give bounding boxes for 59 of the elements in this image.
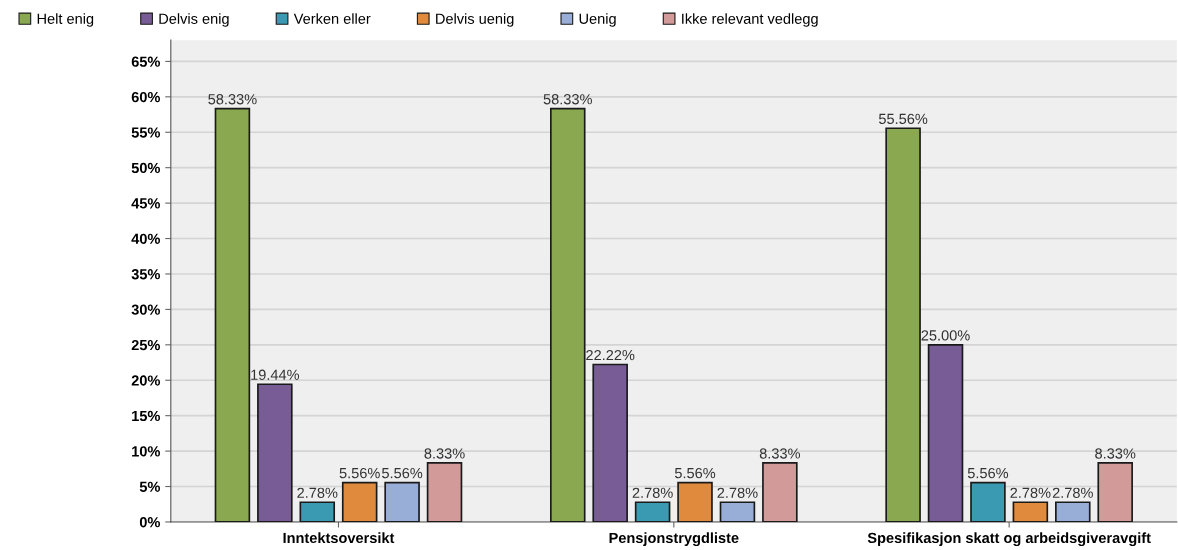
y-tick-label: 10%	[132, 446, 161, 457]
bar	[549, 107, 586, 522]
bar	[426, 462, 463, 522]
y-tick-label: 55%	[131, 127, 161, 138]
data-label: 19.44%	[251, 369, 300, 380]
legend-label: Verken eller	[293, 13, 371, 24]
data-label: 8.33%	[424, 448, 465, 459]
data-label: 5.56%	[339, 467, 380, 479]
data-label: 5.56%	[967, 467, 1009, 479]
x-tick-label: Pensjonstrygdliste	[609, 532, 739, 547]
data-label: 55.56%	[878, 113, 928, 125]
data-label: 22.22%	[586, 349, 635, 361]
x-tick-label: Inntektsoversikt	[283, 532, 395, 544]
y-tick-label: 45%	[131, 198, 161, 209]
y-tick-label: 20%	[131, 375, 161, 386]
data-label: 2.78%	[632, 487, 673, 498]
bar	[1012, 501, 1049, 522]
bar	[719, 501, 756, 522]
x-tick-label: Spesifikasjon skatt og arbeidsgiveravgift	[867, 532, 1151, 547]
y-tick-label: 40%	[131, 233, 161, 244]
data-label: 8.33%	[1095, 448, 1136, 459]
bar	[214, 107, 251, 522]
y-tick-label: 30%	[131, 304, 161, 315]
legend-label: Delvis enig	[159, 13, 229, 27]
y-tick-label: 35%	[131, 269, 161, 280]
bar	[885, 127, 921, 522]
bar	[970, 481, 1006, 522]
data-label: 2.78%	[297, 487, 338, 498]
legend-label: Helt enig	[37, 13, 94, 27]
data-label: 5.56%	[674, 467, 716, 479]
data-label: 2.78%	[717, 487, 758, 498]
y-tick-label: 50%	[131, 162, 161, 174]
y-tick-label: 65%	[131, 56, 161, 67]
bar	[634, 501, 671, 522]
bar	[762, 462, 798, 522]
legend-label: Uenig	[579, 13, 616, 27]
bar	[384, 481, 420, 522]
legend-label: Delvis uenig	[436, 13, 514, 27]
y-tick-label: 25%	[131, 339, 161, 351]
data-label: 8.33%	[759, 448, 801, 459]
bar	[592, 363, 628, 522]
data-label: 58.33%	[208, 94, 257, 105]
y-tick-label: 5%	[139, 481, 161, 492]
legend-label: Ikke relevant vedlegg	[682, 13, 818, 27]
y-tick-label: 15%	[132, 410, 161, 422]
data-label: 58.33%	[543, 94, 592, 105]
data-label: 25.00%	[921, 330, 970, 341]
bar	[1097, 462, 1133, 522]
y-tick-label: 0%	[139, 517, 161, 528]
y-tick-label: 60%	[131, 91, 161, 103]
bar	[1055, 501, 1091, 522]
bar	[299, 501, 336, 522]
data-label: 2.78%	[1052, 487, 1093, 498]
bar	[677, 481, 713, 522]
bar	[257, 383, 293, 522]
bar	[927, 343, 964, 522]
data-label: 5.56%	[382, 467, 423, 479]
bar	[341, 481, 378, 522]
data-label: 2.78%	[1010, 487, 1051, 498]
